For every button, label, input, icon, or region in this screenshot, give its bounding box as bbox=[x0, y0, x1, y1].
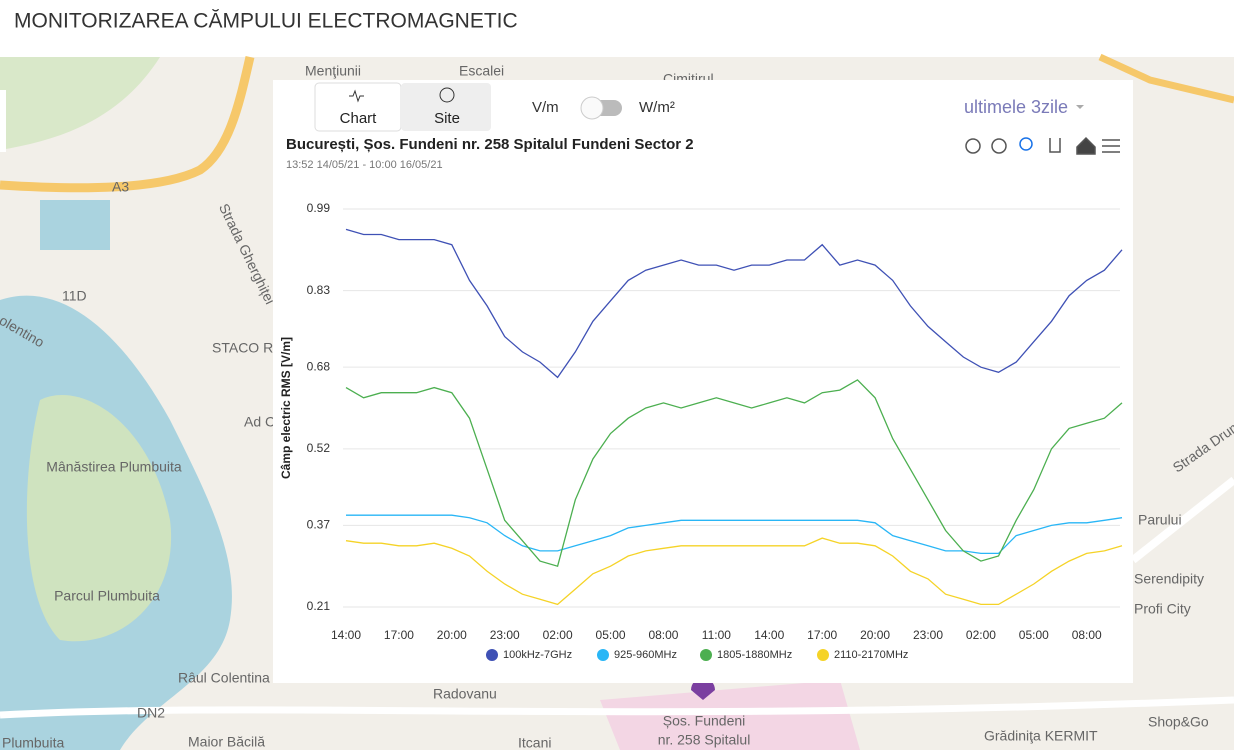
map-label: Radovanu bbox=[433, 686, 497, 702]
park bbox=[26, 395, 172, 642]
legend-label: 100kHz-7GHz bbox=[503, 649, 572, 661]
road bbox=[0, 55, 255, 193]
menu[interactable] bbox=[1102, 139, 1120, 153]
y-tick-label: 0.99 bbox=[307, 201, 331, 215]
tab-site[interactable] bbox=[401, 83, 491, 131]
park bbox=[0, 57, 160, 150]
chart-subtitle: 13:52 14/05/21 - 10:00 16/05/21 bbox=[286, 159, 443, 171]
map-label: Serendipity bbox=[1134, 571, 1204, 587]
period-select[interactable]: ultimele 3zile bbox=[964, 97, 1068, 117]
map-label: Ad C bbox=[244, 414, 275, 430]
map-label: DN2 bbox=[137, 705, 165, 721]
tab-label[interactable]: Chart bbox=[340, 110, 378, 127]
x-tick-label: 02:00 bbox=[966, 628, 996, 642]
x-tick-label: 17:00 bbox=[807, 628, 837, 642]
chart-card bbox=[273, 80, 1133, 683]
x-tick-label: 20:00 bbox=[437, 628, 467, 642]
map-label: STACO R bbox=[212, 340, 273, 356]
dropdown-arrow bbox=[1076, 105, 1084, 109]
zoom-out[interactable] bbox=[991, 138, 1007, 154]
home[interactable] bbox=[1076, 136, 1096, 155]
legend-swatch bbox=[700, 649, 712, 661]
header-bar bbox=[0, 0, 1234, 57]
zoom[interactable] bbox=[1019, 137, 1033, 151]
site-marker[interactable] bbox=[691, 678, 715, 700]
unit-label[interactable]: W/m² bbox=[639, 99, 675, 116]
y-tick-label: 0.83 bbox=[307, 283, 331, 297]
legend-label: 2110-2170MHz bbox=[834, 649, 908, 661]
info-icon bbox=[439, 87, 455, 103]
x-tick-label: 23:00 bbox=[490, 628, 520, 642]
road bbox=[1130, 476, 1234, 564]
map-label: Râul Colentina bbox=[178, 670, 270, 686]
toggle-knob[interactable] bbox=[580, 96, 604, 120]
map-label: Maior Băcilă bbox=[188, 734, 265, 750]
legend-swatch bbox=[486, 649, 498, 661]
map-label: Plumbuita bbox=[2, 735, 64, 750]
x-tick-label: 02:00 bbox=[543, 628, 573, 642]
x-tick-label: 14:00 bbox=[754, 628, 784, 642]
zoom-in[interactable] bbox=[965, 138, 981, 154]
legend-label: 1805-1880MHz bbox=[717, 649, 792, 661]
y-tick-label: 0.68 bbox=[307, 359, 331, 373]
unit-label[interactable]: V/m bbox=[532, 99, 559, 116]
toolbar bbox=[965, 136, 1120, 155]
legend-swatch bbox=[817, 649, 829, 661]
map-label: Itcani bbox=[518, 735, 551, 750]
map-label: 11D bbox=[62, 288, 87, 304]
y-axis-label: Câmp electric RMS [V/m] bbox=[279, 337, 293, 479]
tab-label[interactable]: Site bbox=[434, 110, 460, 127]
map-label: A3 bbox=[112, 179, 129, 195]
x-tick-label: 05:00 bbox=[1019, 628, 1049, 642]
x-tick-label: 14:00 bbox=[331, 628, 361, 642]
x-tick-label: 20:00 bbox=[860, 628, 890, 642]
map-control[interactable] bbox=[0, 90, 6, 152]
map-label: Parcul Plumbuita bbox=[54, 588, 160, 604]
y-tick-label: 0.21 bbox=[307, 599, 331, 613]
map-label: Mânăstirea Plumbuita bbox=[46, 459, 182, 475]
y-tick-label: 0.52 bbox=[307, 441, 331, 455]
map-label: Grădiniţa KERMIT bbox=[984, 728, 1098, 744]
map-label: Șos. Fundeni bbox=[663, 713, 746, 729]
map-label: Menţiunii bbox=[305, 63, 361, 79]
x-tick-label: 08:00 bbox=[648, 628, 678, 642]
x-tick-label: 11:00 bbox=[702, 628, 731, 642]
series-line bbox=[345, 537, 1123, 606]
road bbox=[1098, 53, 1234, 104]
map-label: nr. 258 Spitalul bbox=[658, 732, 751, 748]
chart-icon bbox=[349, 89, 364, 103]
x-tick-label: 05:00 bbox=[596, 628, 626, 642]
x-tick-label: 08:00 bbox=[1072, 628, 1102, 642]
pan[interactable] bbox=[1049, 138, 1061, 153]
map-label: Escalei bbox=[459, 63, 504, 79]
pond bbox=[40, 200, 110, 250]
chart-title: București, Șos. Fundeni nr. 258 Spitalul… bbox=[286, 136, 694, 153]
map-label: Parului bbox=[1138, 512, 1182, 528]
map-label: Profi City bbox=[1134, 601, 1191, 617]
x-tick-label: 17:00 bbox=[384, 628, 414, 642]
page-title: MONITORIZAREA CĂMPULUI ELECTROMAGNETIC bbox=[14, 10, 518, 33]
map-label: Shop&Go bbox=[1148, 714, 1209, 730]
legend-swatch bbox=[597, 649, 609, 661]
legend-label: 925-960MHz bbox=[614, 649, 677, 661]
series-line bbox=[345, 228, 1123, 379]
series-line bbox=[346, 514, 1123, 555]
y-tick-label: 0.37 bbox=[307, 518, 331, 532]
road bbox=[0, 696, 1234, 719]
x-tick-label: 23:00 bbox=[913, 628, 943, 642]
series-line bbox=[345, 379, 1123, 568]
